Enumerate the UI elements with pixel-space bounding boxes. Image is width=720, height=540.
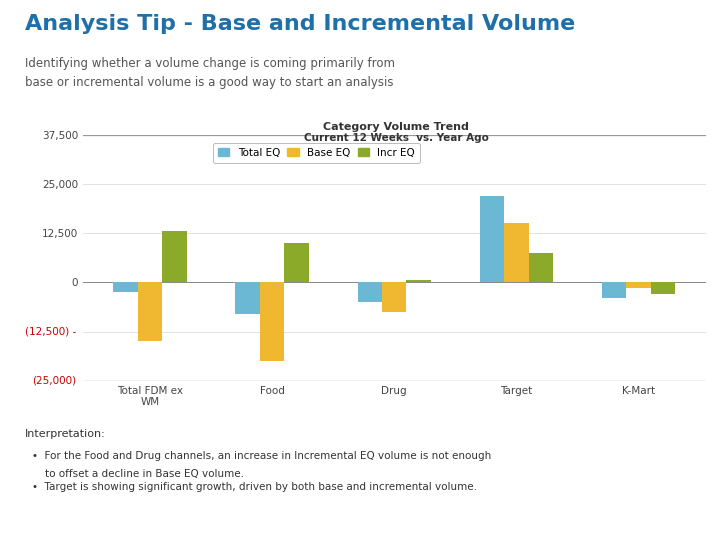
Bar [162, 231, 186, 282]
Text: Identifying whether a volume change is coming primarily from
base or incremental: Identifying whether a volume change is c… [25, 57, 395, 89]
Text: (12,500) -: (12,500) - [24, 327, 76, 336]
Bar [235, 282, 260, 314]
Text: Foundation of Analysis:: Foundation of Analysis: [238, 504, 343, 513]
Text: •  For the Food and Drug channels, an increase in Incremental EQ volume is not e: • For the Food and Drug channels, an inc… [32, 451, 492, 461]
Text: Analysis Tip - Base and Incremental Volume: Analysis Tip - Base and Incremental Volu… [25, 14, 575, 33]
Bar [113, 282, 138, 292]
Text: to offset a decline in Base EQ volume.: to offset a decline in Base EQ volume. [45, 469, 243, 479]
Text: (25,000): (25,000) [32, 376, 76, 386]
Bar [480, 196, 504, 282]
Text: Confidential & Proprietary: Confidential & Proprietary [547, 504, 657, 513]
Text: Copyright© 2009 The Nielsen Company: Copyright© 2009 The Nielsen Company [547, 522, 715, 531]
Text: Retail Measurement Data: Retail Measurement Data [238, 522, 353, 531]
Bar [260, 282, 284, 361]
Text: Category Volume Trend: Category Volume Trend [323, 122, 469, 132]
Text: Slide  70: Slide 70 [421, 513, 461, 522]
Bar [382, 282, 406, 312]
Bar [602, 282, 626, 298]
Text: nielsen: nielsen [14, 502, 76, 517]
Bar [284, 243, 309, 282]
Bar [626, 282, 651, 288]
Text: •  Target is showing significant growth, driven by both base and incremental vol: • Target is showing significant growth, … [32, 482, 477, 492]
Bar [651, 282, 675, 294]
Bar [406, 280, 431, 282]
Legend: Total EQ, Base EQ, Incr EQ: Total EQ, Base EQ, Incr EQ [212, 143, 420, 163]
Bar [138, 282, 162, 341]
Text: Interpretation:: Interpretation: [25, 429, 106, 440]
Bar [528, 253, 553, 282]
Bar [504, 224, 528, 282]
Bar [358, 282, 382, 302]
Text: Current 12 Weeks  vs. Year Ago: Current 12 Weeks vs. Year Ago [304, 133, 488, 143]
